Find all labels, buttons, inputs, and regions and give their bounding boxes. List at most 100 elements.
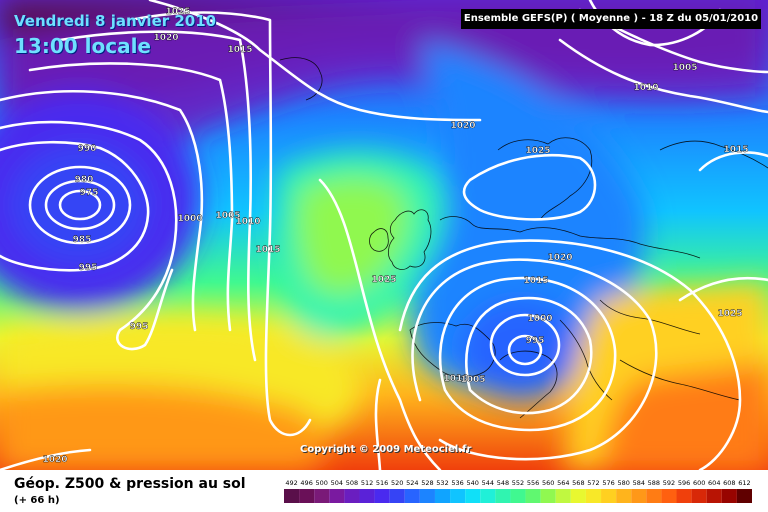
isobar-1010: [58, 30, 257, 362]
variable-title: Géop. Z500 & pression au sol: [14, 476, 246, 492]
scale-swatch: [374, 489, 390, 503]
model-run-info: Ensemble GEFS(P) ( Moyenne ) - 18 Z du 0…: [461, 9, 761, 29]
forecast-local-time: 13:00 locale: [14, 34, 151, 58]
scale-value-label: 600: [693, 479, 705, 487]
scale-swatch: [314, 489, 330, 503]
isobar-label: 990: [78, 144, 97, 154]
scale-value-label: 512: [361, 479, 373, 487]
scale-value-label: 560: [542, 479, 554, 487]
scale-value-label: 544: [482, 479, 494, 487]
isobars: [0, 0, 768, 470]
isobar-label: 1015: [523, 276, 548, 286]
scale-value-label: 508: [346, 479, 358, 487]
isobar-label: 1020: [42, 455, 67, 465]
scale-swatch: [676, 489, 692, 503]
isobar-1020-center: [398, 239, 742, 470]
isobar-label: 1000: [527, 314, 552, 324]
isobar-label: 1005: [460, 375, 485, 385]
scale-swatch: [585, 489, 602, 503]
scale-swatch: [419, 489, 435, 503]
z500-color-scale: 492 496 500 504 508 512 516 520 524 528 532 536 540 5…: [284, 479, 752, 503]
isobar-1025-north: [462, 154, 597, 221]
isobar-1010-n: [558, 38, 768, 114]
isobar-label: 1005: [215, 211, 240, 221]
coastlines: [279, 57, 768, 419]
isobar-995: [0, 120, 178, 351]
isobar-label: 1025: [371, 275, 396, 285]
scale-value-label: 548: [497, 479, 509, 487]
isobar-1020-north: [148, 0, 482, 122]
isobar-label: 1025: [717, 309, 742, 319]
isobar-995-center: [507, 334, 543, 366]
scale-value-label: 588: [648, 479, 660, 487]
isobar-label: 1010: [235, 217, 260, 227]
isobar-985: [28, 165, 132, 245]
isobar-990: [0, 140, 150, 272]
isobar-1000-center: [489, 313, 561, 377]
scale-swatch: [736, 489, 752, 503]
scale-swatch: [404, 489, 420, 503]
isobar-1015-center: [411, 258, 658, 461]
isobar-label: 980: [75, 175, 94, 185]
scale-swatch: [691, 489, 707, 503]
isobar-label: 975: [80, 188, 99, 198]
scale-value-label: 556: [527, 479, 539, 487]
isobar-label: 1010: [633, 83, 658, 93]
scale-swatch: [570, 489, 586, 503]
scale-value-label: 520: [391, 479, 403, 487]
scale-swatch: [359, 489, 375, 503]
isobar-1025-west: [318, 178, 442, 470]
isobar-label: 1010: [443, 374, 468, 384]
scale-swatch: [661, 489, 677, 503]
isobar-975: [58, 189, 102, 221]
isobar-label: 1020: [547, 253, 572, 263]
scale-swatch: [465, 489, 481, 503]
scale-value-label: 492: [285, 479, 297, 487]
isobar-1015: [128, 11, 312, 437]
scale-swatch: [495, 489, 511, 503]
isobar-label: 1000: [177, 214, 202, 224]
scale-swatch: [480, 489, 496, 503]
scale-value-label: 576: [602, 479, 614, 487]
isobar-1025-sw: [374, 378, 382, 470]
isobar-label: 1015: [723, 145, 748, 155]
scale-swatch: [601, 489, 617, 503]
scale-swatch: [525, 489, 541, 503]
scale-value-label: 584: [633, 479, 645, 487]
isobar-label: 1015: [255, 245, 280, 255]
isobar-1000: [0, 90, 204, 332]
isobar-label: 1025: [165, 7, 190, 17]
scale-value-label: 528: [421, 479, 433, 487]
scale-swatch: [555, 489, 571, 503]
scale-value-label: 572: [587, 479, 599, 487]
scale-value-label: 504: [331, 479, 343, 487]
scale-swatch: [344, 489, 360, 503]
scale-swatch: [616, 489, 632, 503]
scale-swatch: [434, 489, 451, 503]
isobar-label: 995: [526, 336, 545, 346]
isobar-1015-ne: [698, 151, 768, 172]
copyright-notice: Copyright © 2009 Meteociel.fr: [300, 444, 472, 455]
scale-swatch: [631, 489, 647, 503]
isobar-1005: [28, 62, 234, 332]
scale-value-label: 604: [708, 479, 720, 487]
scale-value-label: 524: [406, 479, 418, 487]
scale-value-label: 612: [738, 479, 750, 487]
scale-value-label: 564: [557, 479, 569, 487]
isobar-980: [44, 179, 116, 231]
scale-value-label: 552: [512, 479, 524, 487]
scale-swatch: [510, 489, 526, 503]
isobar-label: 1015: [227, 45, 252, 55]
isobar-1010-center: [438, 276, 617, 432]
scale-swatch: [299, 489, 315, 503]
lead-time: (+ 66 h): [14, 495, 60, 506]
scale-swatch: [329, 489, 345, 503]
scale-value-label: 496: [300, 479, 312, 487]
scale-value-label: 596: [678, 479, 690, 487]
isobar-1020-sw: [0, 448, 92, 470]
scale-value-label: 592: [663, 479, 675, 487]
isobar-label: 1005: [672, 63, 697, 73]
scale-swatch: [389, 489, 405, 503]
